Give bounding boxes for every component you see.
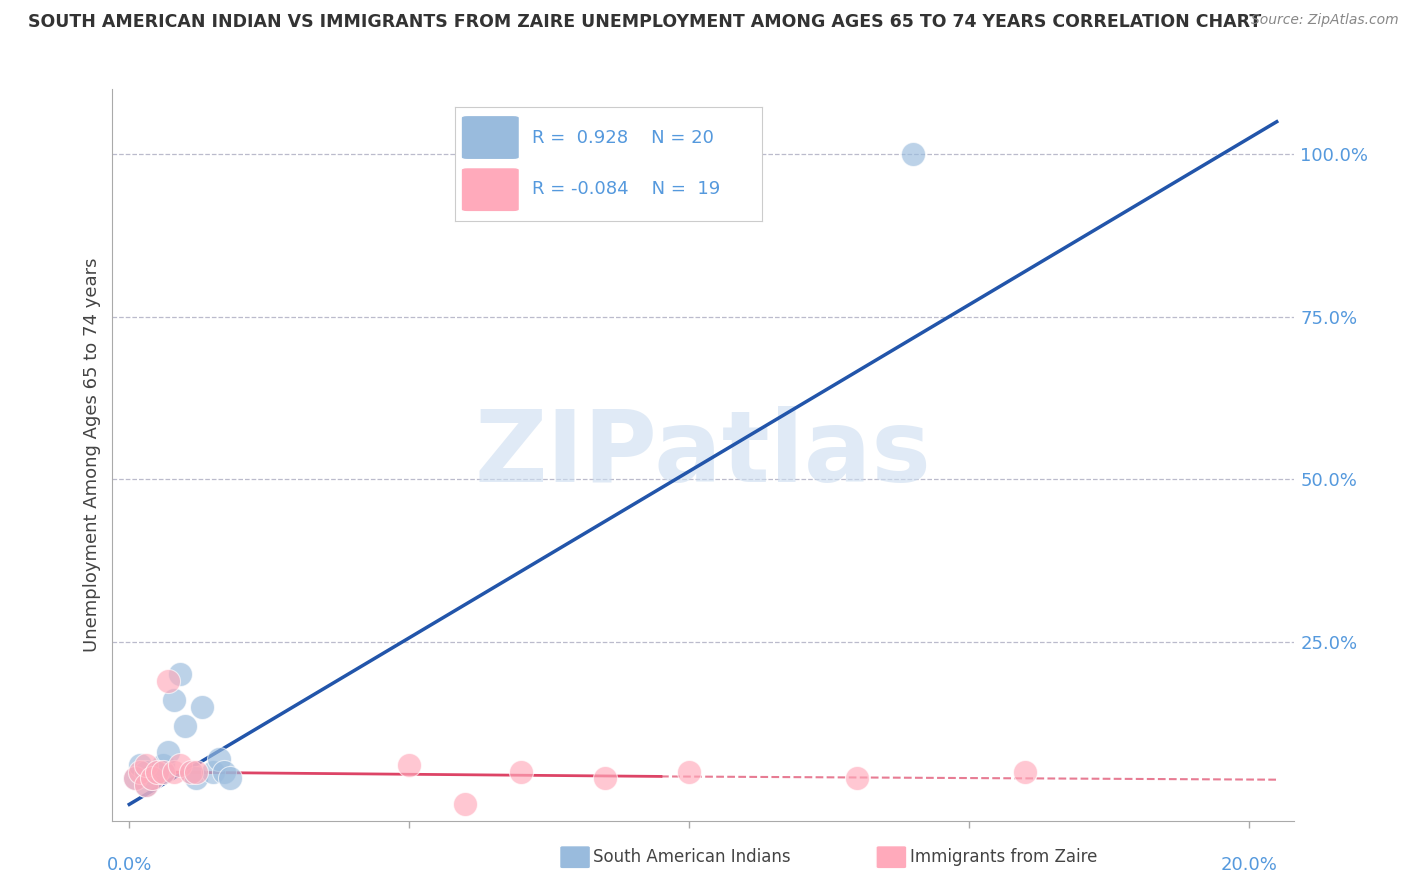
Point bbox=[593, 772, 616, 786]
Point bbox=[124, 772, 146, 786]
Point bbox=[135, 764, 157, 779]
Point bbox=[135, 758, 157, 772]
Point bbox=[146, 764, 169, 779]
Point bbox=[163, 693, 186, 707]
Point bbox=[152, 764, 174, 779]
Text: 20.0%: 20.0% bbox=[1220, 856, 1277, 874]
Point bbox=[454, 797, 477, 812]
Point bbox=[845, 772, 868, 786]
Point bbox=[186, 772, 208, 786]
Point bbox=[202, 764, 225, 779]
Point bbox=[678, 764, 700, 779]
Point bbox=[157, 673, 180, 688]
Text: Source: ZipAtlas.com: Source: ZipAtlas.com bbox=[1251, 13, 1399, 28]
Point bbox=[129, 758, 152, 772]
Text: 0.0%: 0.0% bbox=[107, 856, 152, 874]
Point bbox=[152, 758, 174, 772]
Point bbox=[398, 758, 420, 772]
Point bbox=[169, 758, 191, 772]
Text: South American Indians: South American Indians bbox=[593, 848, 792, 866]
Y-axis label: Unemployment Among Ages 65 to 74 years: Unemployment Among Ages 65 to 74 years bbox=[83, 258, 101, 652]
Point bbox=[135, 778, 157, 792]
Point bbox=[152, 764, 174, 779]
Point bbox=[180, 764, 202, 779]
Text: SOUTH AMERICAN INDIAN VS IMMIGRANTS FROM ZAIRE UNEMPLOYMENT AMONG AGES 65 TO 74 : SOUTH AMERICAN INDIAN VS IMMIGRANTS FROM… bbox=[28, 13, 1261, 31]
Point bbox=[219, 772, 242, 786]
Point bbox=[129, 764, 152, 779]
Point bbox=[124, 772, 146, 786]
Point bbox=[208, 752, 231, 766]
Point bbox=[214, 764, 236, 779]
Point bbox=[141, 772, 163, 786]
Point bbox=[191, 699, 214, 714]
Point bbox=[510, 764, 533, 779]
Point bbox=[1014, 764, 1036, 779]
Point bbox=[141, 772, 163, 786]
Point bbox=[157, 745, 180, 759]
Text: Immigrants from Zaire: Immigrants from Zaire bbox=[910, 848, 1097, 866]
Text: ZIPatlas: ZIPatlas bbox=[475, 407, 931, 503]
Point bbox=[901, 147, 924, 161]
Point bbox=[135, 778, 157, 792]
Point bbox=[146, 764, 169, 779]
Point bbox=[180, 764, 202, 779]
Point bbox=[169, 667, 191, 681]
Point bbox=[163, 764, 186, 779]
Point bbox=[174, 719, 197, 733]
Point bbox=[186, 764, 208, 779]
